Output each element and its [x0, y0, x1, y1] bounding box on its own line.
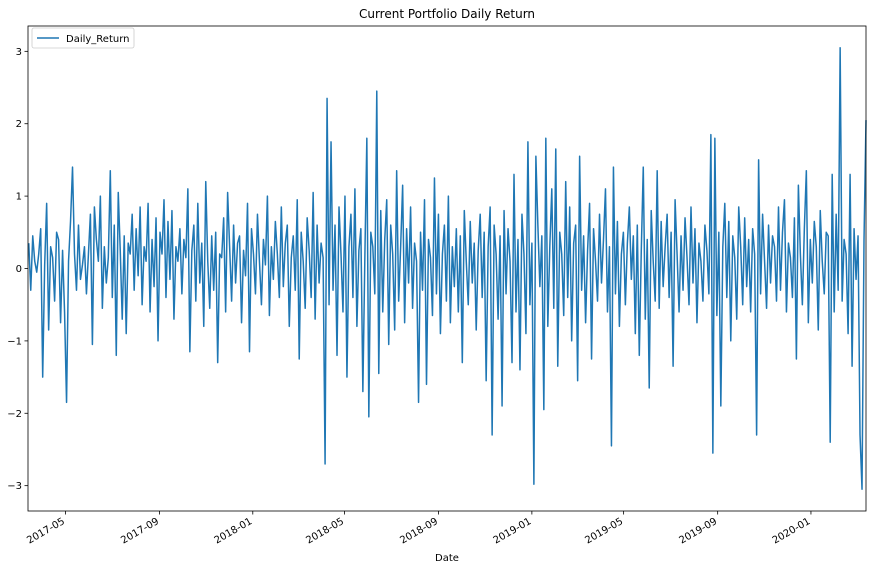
x-tick-label: 2018-05: [304, 516, 346, 546]
y-tick-label: −1: [7, 336, 22, 347]
x-tick-label: 2018-01: [213, 516, 255, 546]
x-tick-label: 2020-01: [771, 516, 813, 546]
legend-box: [31, 27, 135, 49]
chart-title: Current Portfolio Daily Return: [359, 7, 535, 21]
legend: Daily_Return: [31, 27, 135, 49]
legend-label: Daily_Return: [66, 34, 130, 45]
y-tick-label: −2: [7, 409, 22, 420]
x-axis-label: Date: [435, 553, 459, 564]
y-tick-label: −3: [7, 481, 22, 492]
y-tick-label: 2: [16, 119, 22, 130]
x-tick-label: 2018-09: [398, 516, 440, 546]
plot-frame: [27, 25, 867, 512]
series-line-daily-return: [28, 46, 867, 491]
x-tick-label: 2019-09: [677, 516, 719, 546]
y-tick-label: 1: [16, 192, 22, 203]
x-tick-label: 2019-05: [583, 516, 625, 546]
x-tick-label: 2017-09: [119, 516, 161, 546]
x-tick-label: 2017-05: [25, 516, 67, 546]
x-tick-label: 2019-01: [492, 516, 534, 546]
y-tick-label: 0: [16, 264, 22, 275]
y-tick-label: 3: [16, 47, 22, 58]
